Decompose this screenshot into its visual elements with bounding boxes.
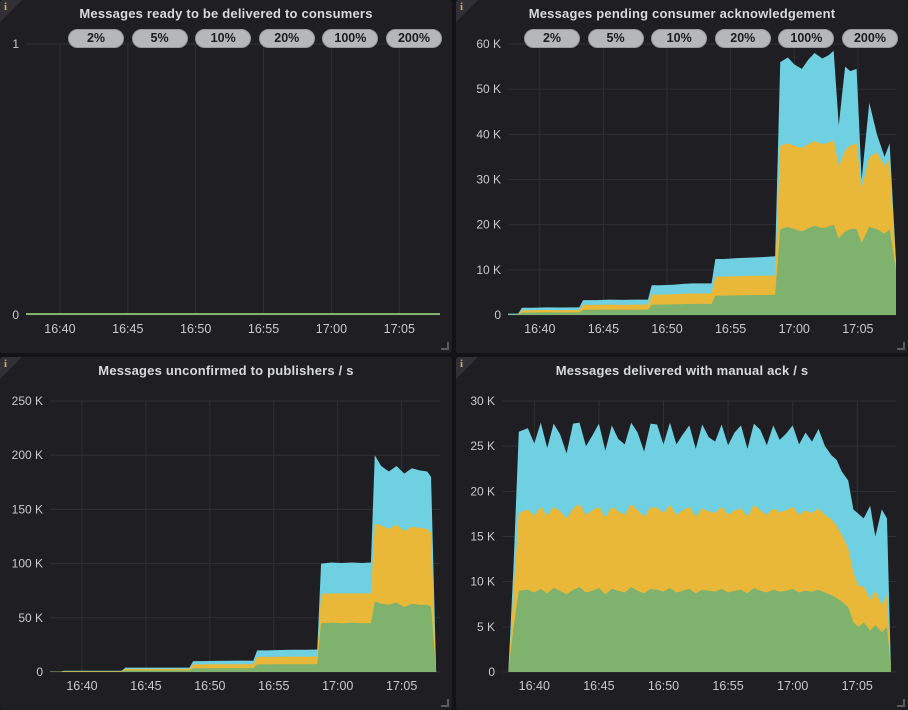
svg-text:0: 0	[36, 665, 43, 679]
svg-text:16:45: 16:45	[112, 322, 143, 336]
svg-text:40 K: 40 K	[476, 127, 501, 141]
svg-text:16:40: 16:40	[524, 322, 555, 336]
svg-text:30 K: 30 K	[470, 394, 495, 408]
panel-title: Messages pending consumer acknowledgemen…	[528, 6, 836, 21]
svg-text:100 K: 100 K	[12, 557, 43, 571]
svg-text:17:05: 17:05	[842, 679, 873, 693]
svg-text:5 K: 5 K	[477, 620, 495, 634]
panel-info-corner[interactable]: i	[0, 357, 22, 379]
chart-plot-area[interactable]: 0 5 K 10 K 15 K 20 K 25 K 30 K 16:40 16:45 16:50 1…	[456, 383, 908, 710]
annotation-badge[interactable]: 100%	[322, 29, 379, 48]
svg-text:150 K: 150 K	[12, 502, 43, 516]
svg-text:17:00: 17:00	[779, 322, 810, 336]
panel-info-corner[interactable]: i	[0, 0, 22, 22]
annotation-badge[interactable]: 5%	[587, 29, 644, 48]
svg-text:1: 1	[12, 37, 19, 51]
svg-text:16:50: 16:50	[648, 679, 679, 693]
svg-text:20 K: 20 K	[476, 218, 501, 232]
annotation-badges: 2% 5% 10% 20% 100% 200%	[68, 29, 442, 48]
svg-text:60 K: 60 K	[476, 37, 501, 51]
svg-text:16:40: 16:40	[519, 679, 550, 693]
svg-text:16:55: 16:55	[712, 679, 743, 693]
svg-text:16:50: 16:50	[180, 322, 211, 336]
panel-title: Messages ready to be delivered to consum…	[79, 6, 373, 21]
svg-text:250 K: 250 K	[12, 394, 43, 408]
svg-text:16:55: 16:55	[715, 322, 746, 336]
resize-handle-icon[interactable]	[441, 699, 449, 707]
panel-messages-pending-ack: i Messages pending consumer acknowledgem…	[456, 0, 908, 353]
svg-text:10 K: 10 K	[470, 575, 495, 589]
annotation-badge[interactable]: 5%	[131, 29, 188, 48]
svg-text:17:00: 17:00	[316, 322, 347, 336]
annotation-badge[interactable]: 100%	[778, 29, 835, 48]
panel-messages-ready: i Messages ready to be delivered to cons…	[0, 0, 452, 353]
svg-text:17:05: 17:05	[842, 322, 873, 336]
annotation-badge[interactable]: 2%	[68, 29, 124, 48]
svg-text:16:45: 16:45	[588, 322, 619, 336]
panel-info-corner[interactable]: i	[456, 0, 478, 22]
info-icon: i	[460, 358, 464, 370]
info-icon: i	[4, 1, 8, 13]
chart-plot-area[interactable]: 0 10 K 20 K 30 K 40 K 50 K 60 K 16:40 16:45 16:50…	[456, 26, 908, 353]
svg-text:16:50: 16:50	[651, 322, 682, 336]
svg-text:0: 0	[494, 308, 501, 322]
svg-text:0: 0	[12, 308, 19, 322]
svg-text:25 K: 25 K	[470, 439, 495, 453]
annotation-badge[interactable]: 10%	[651, 29, 708, 48]
svg-text:200 K: 200 K	[12, 448, 43, 462]
chart-plot-area[interactable]: 0 1 16:40 16:45 16:50 16:55 17:00 17:05	[0, 26, 452, 353]
annotation-badge[interactable]: 20%	[714, 29, 771, 48]
svg-text:17:05: 17:05	[384, 322, 415, 336]
annotation-badges: 2% 5% 10% 20% 100% 200%	[524, 29, 898, 48]
annotation-badge[interactable]: 200%	[385, 29, 442, 48]
svg-text:16:45: 16:45	[130, 679, 161, 693]
annotation-badge[interactable]: 10%	[195, 29, 252, 48]
svg-text:16:45: 16:45	[583, 679, 614, 693]
svg-text:16:50: 16:50	[194, 679, 225, 693]
resize-handle-icon[interactable]	[897, 699, 905, 707]
svg-text:17:00: 17:00	[777, 679, 808, 693]
svg-text:17:05: 17:05	[386, 679, 417, 693]
panel-title: Messages delivered with manual ack / s	[555, 363, 809, 378]
panel-info-corner[interactable]: i	[456, 357, 478, 379]
annotation-badge[interactable]: 20%	[258, 29, 315, 48]
panel-title: Messages unconfirmed to publishers / s	[98, 363, 354, 378]
annotation-badge[interactable]: 2%	[524, 29, 580, 48]
svg-text:0: 0	[488, 665, 495, 679]
chart-plot-area[interactable]: 0 50 K 100 K 150 K 200 K 250 K 16:40 16:45 16:50…	[0, 383, 452, 710]
resize-handle-icon[interactable]	[897, 342, 905, 350]
svg-text:17:00: 17:00	[322, 679, 353, 693]
svg-text:16:40: 16:40	[44, 322, 75, 336]
svg-text:16:40: 16:40	[66, 679, 97, 693]
panel-messages-unconfirmed: i Messages unconfirmed to publishers / s…	[0, 357, 452, 710]
annotation-badge[interactable]: 200%	[841, 29, 898, 48]
panel-messages-delivered: i Messages delivered with manual ack / s…	[456, 357, 908, 710]
svg-text:30 K: 30 K	[476, 173, 501, 187]
svg-text:16:55: 16:55	[248, 322, 279, 336]
svg-text:10 K: 10 K	[476, 263, 501, 277]
svg-text:50 K: 50 K	[476, 82, 501, 96]
svg-text:20 K: 20 K	[470, 484, 495, 498]
info-icon: i	[460, 1, 464, 13]
svg-text:50 K: 50 K	[18, 611, 43, 625]
resize-handle-icon[interactable]	[441, 342, 449, 350]
info-icon: i	[4, 358, 8, 370]
svg-text:16:55: 16:55	[258, 679, 289, 693]
svg-text:15 K: 15 K	[470, 530, 495, 544]
